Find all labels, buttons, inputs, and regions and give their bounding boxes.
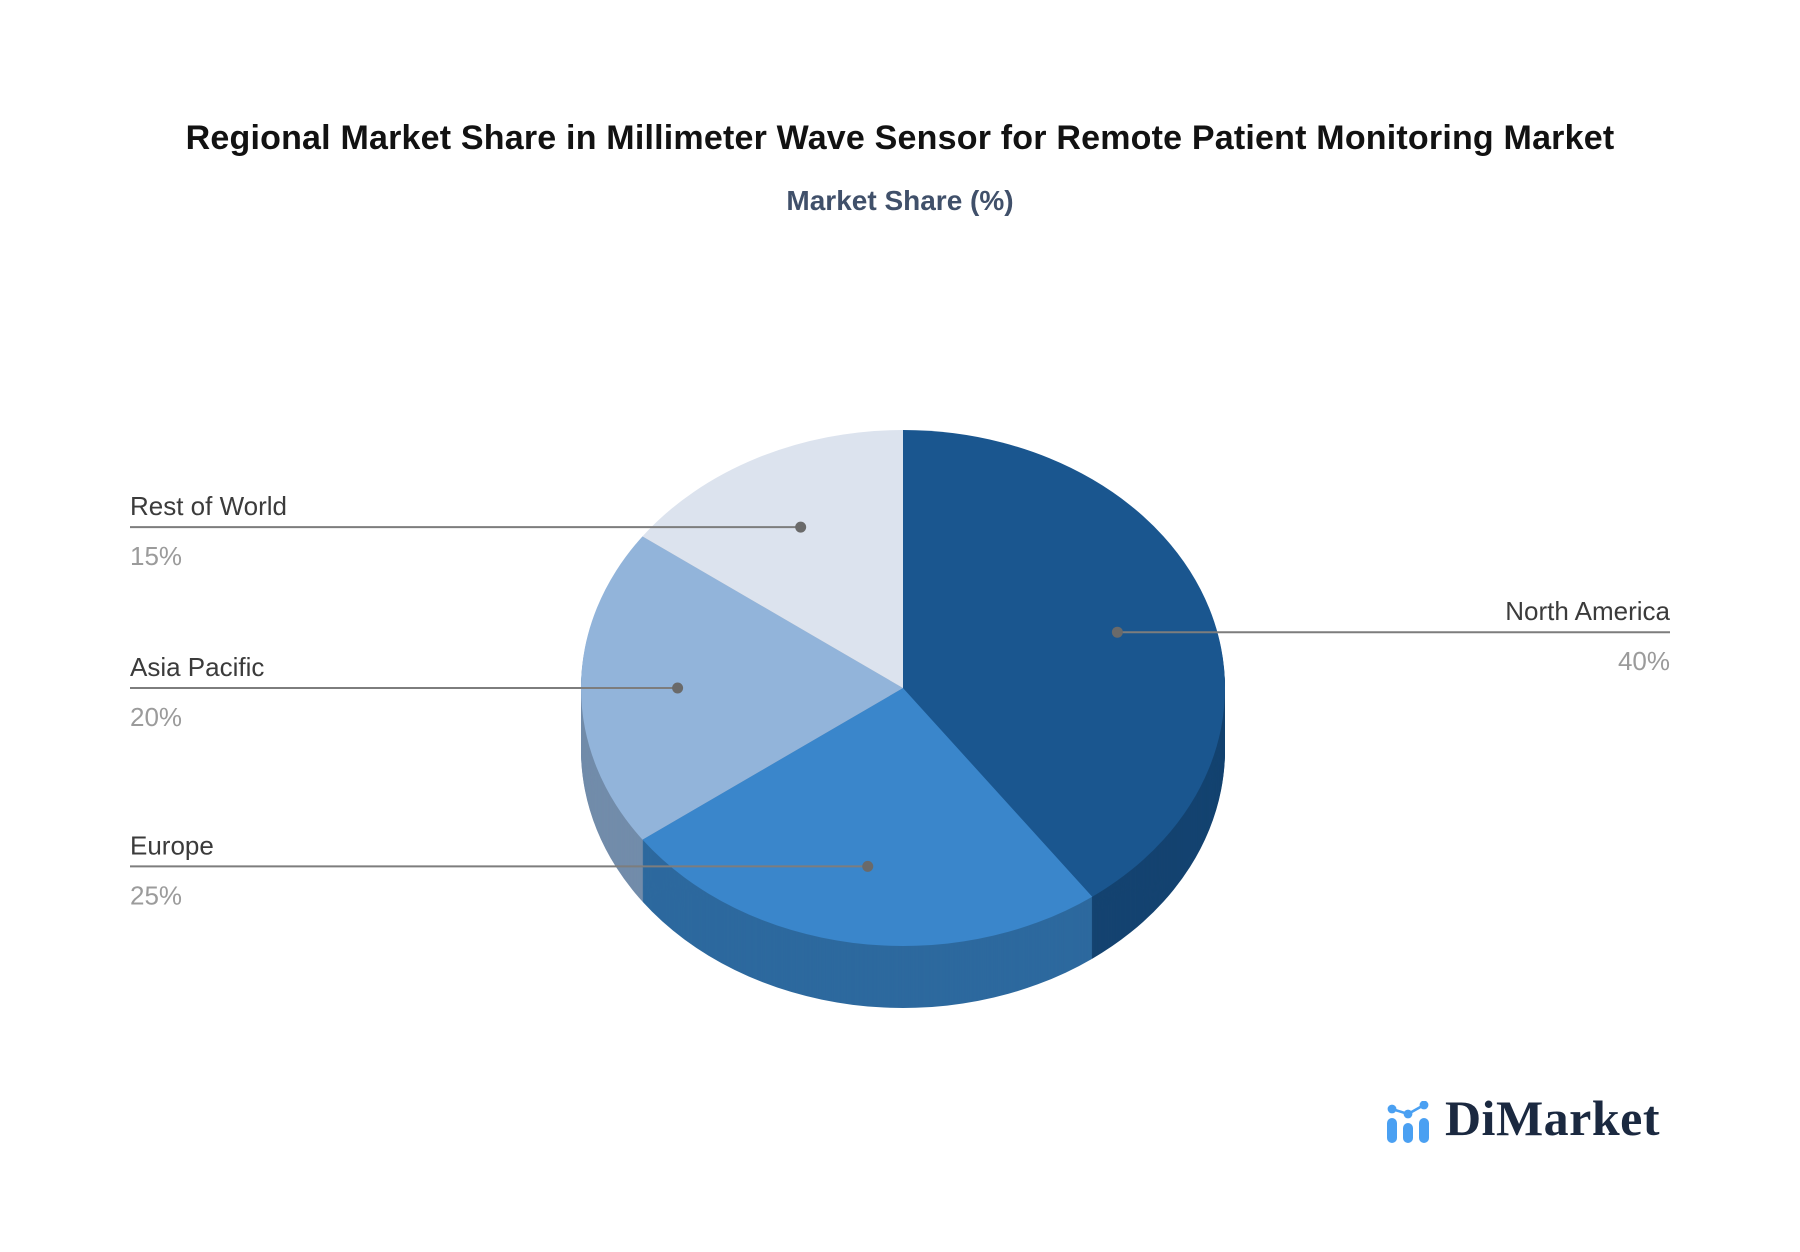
slice-label: North America xyxy=(1505,596,1670,626)
slice-label: Europe xyxy=(130,830,214,860)
leader-dot xyxy=(862,860,874,872)
chart-header: Regional Market Share in Millimeter Wave… xyxy=(0,112,1800,217)
pie-callout-europe: Europe 25% xyxy=(130,830,874,910)
slice-percent: 40% xyxy=(1618,646,1670,676)
pie-callout-north-america: North America 40% xyxy=(1111,596,1671,676)
leader-dot xyxy=(795,521,807,533)
dimarket-logo: DiMarket xyxy=(1385,1093,1660,1143)
slice-percent: 25% xyxy=(130,880,182,910)
chart-title: Regional Market Share in Millimeter Wave… xyxy=(185,119,1615,157)
dimarket-logo-text: DiMarket xyxy=(1444,1090,1660,1146)
slice-percent: 15% xyxy=(130,541,182,571)
leader-dot xyxy=(1111,626,1123,638)
pie-callout-asia-pacific: Asia Pacific 20% xyxy=(130,652,684,732)
leader-dot xyxy=(672,682,684,694)
bar-line-chart-icon xyxy=(1386,1101,1429,1143)
chart-subtitle: Market Share (%) xyxy=(786,184,1014,216)
slice-label: Rest of World xyxy=(130,491,287,521)
pie-callout-rest-of-world: Rest of World 15% xyxy=(130,491,807,571)
slice-label: Asia Pacific xyxy=(130,652,264,682)
slice-percent: 20% xyxy=(130,702,182,732)
